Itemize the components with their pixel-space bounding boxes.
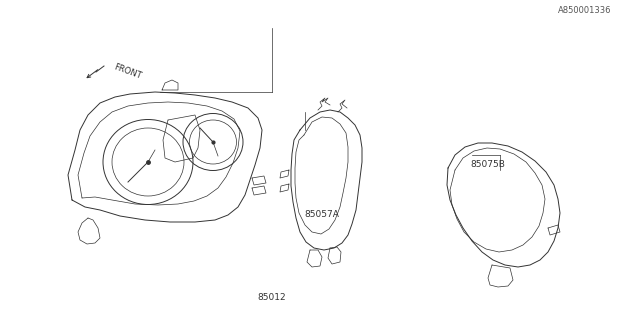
Text: 85057A: 85057A xyxy=(304,210,339,219)
Text: A850001336: A850001336 xyxy=(557,6,611,15)
Text: 85075B: 85075B xyxy=(470,160,505,169)
Text: FRONT: FRONT xyxy=(112,63,142,81)
Text: 85012: 85012 xyxy=(258,293,286,302)
